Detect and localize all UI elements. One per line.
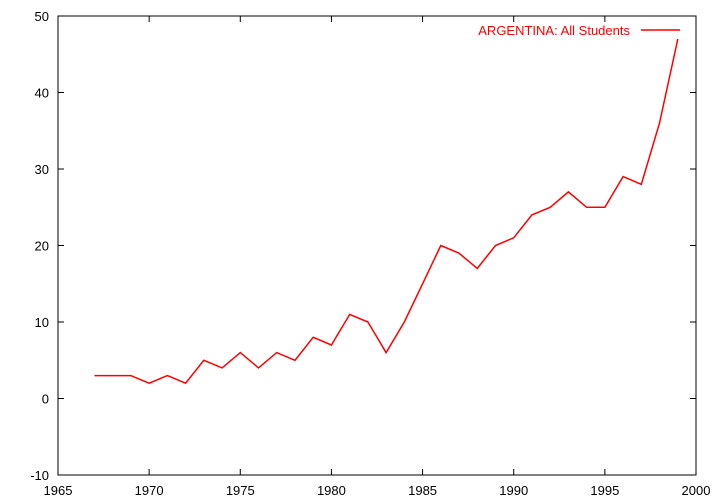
axis-tick-labels: 1965 1970 1975 1980 1985 1990 1995 2000 -10 0 10 20… (30, 9, 710, 498)
axis-ticks (57, 15, 697, 476)
y-tick-label: 10 (35, 315, 49, 330)
x-tick-label: 1980 (317, 483, 346, 498)
x-tick-label: 1985 (408, 483, 437, 498)
y-tick-label: 30 (35, 162, 49, 177)
x-tick-label: 1975 (226, 483, 255, 498)
plot-frame (57, 15, 697, 476)
y-tick-label: 50 (35, 9, 49, 24)
x-tick-label: 1965 (44, 483, 73, 498)
y-tick-label: 20 (35, 239, 49, 254)
legend: ARGENTINA: All Students (478, 23, 680, 38)
y-tick-label: 40 (35, 86, 49, 101)
x-tick-label: 1970 (135, 483, 164, 498)
series-line (94, 38, 679, 385)
y-tick-label: -10 (30, 468, 49, 483)
x-tick-label: 1990 (499, 483, 528, 498)
x-tick-label: 1995 (590, 483, 619, 498)
x-tick-label: 2000 (682, 483, 711, 498)
legend-label: ARGENTINA: All Students (478, 23, 630, 38)
series-group (94, 38, 679, 385)
y-tick-label: 0 (42, 392, 49, 407)
